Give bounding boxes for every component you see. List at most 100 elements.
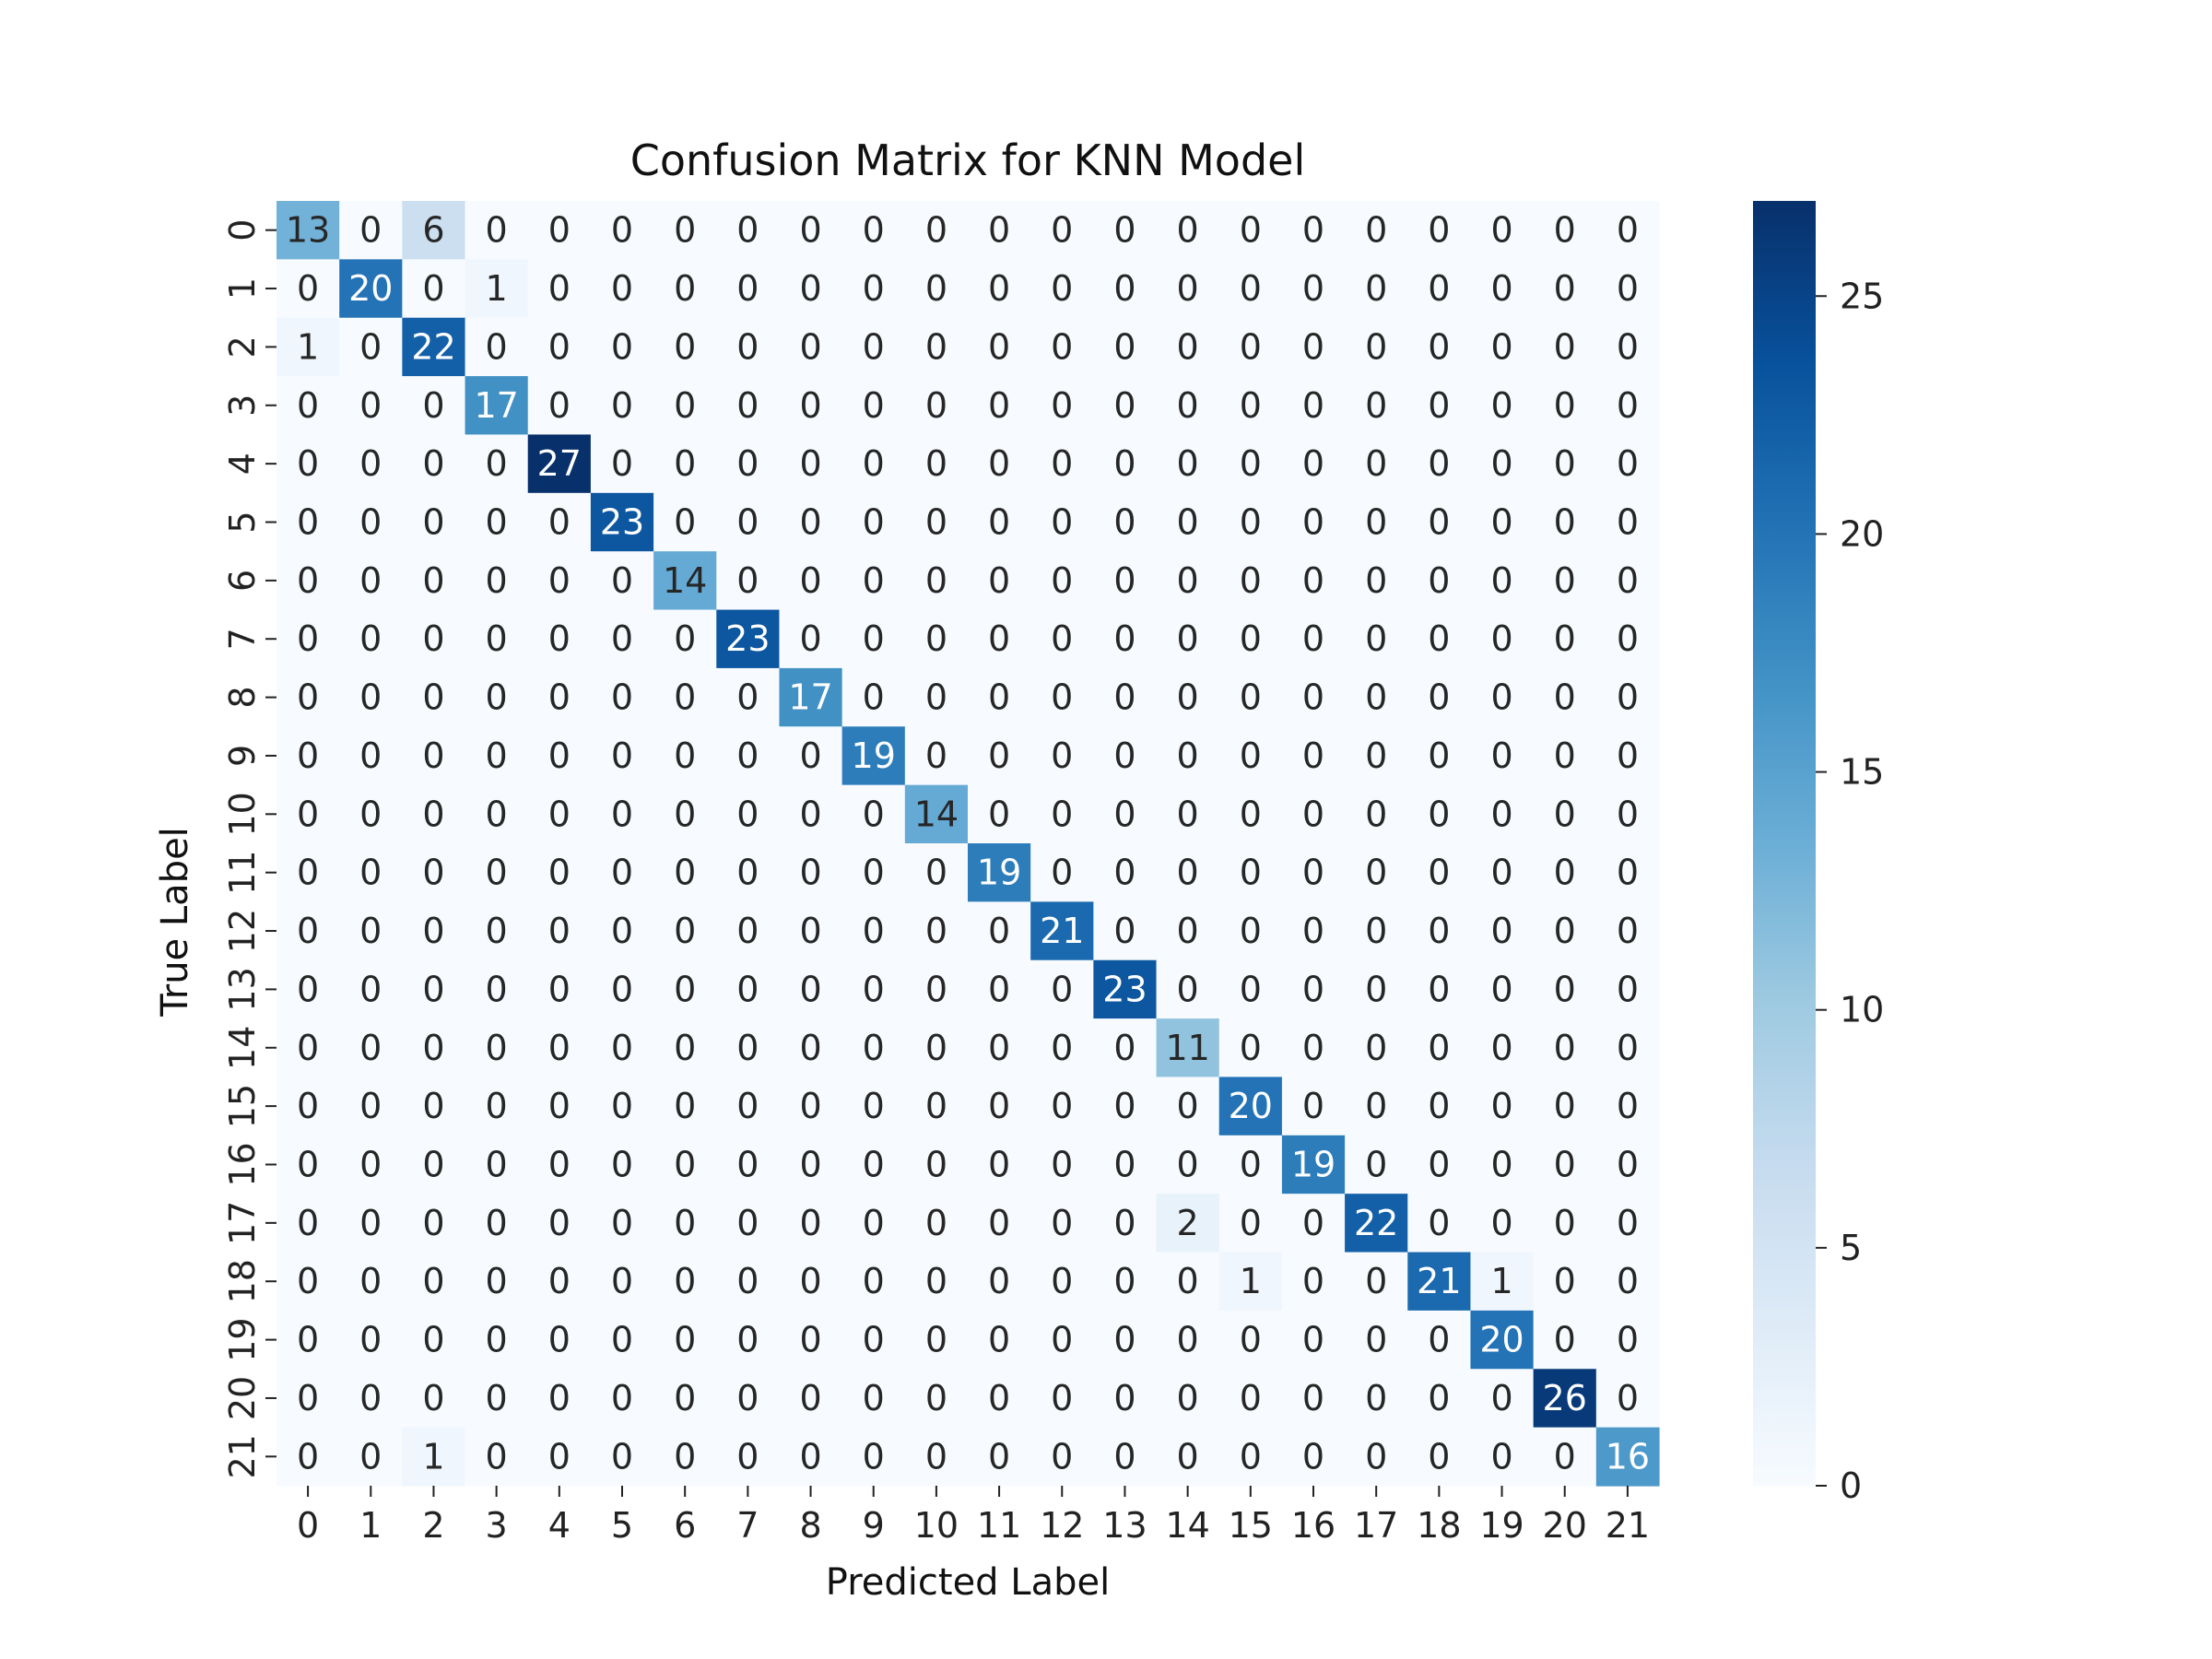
heatmap-cell [527, 201, 592, 260]
cell-value-label: 0 [422, 794, 444, 834]
cell-value-label: 0 [674, 1145, 696, 1185]
heatmap-cells [276, 201, 1660, 1487]
heatmap-cell [402, 667, 466, 727]
cell-value-label: 0 [486, 1378, 508, 1418]
y-tick-label: 1 [222, 277, 263, 300]
heatmap-cell [1218, 551, 1283, 611]
heatmap-cell [590, 1135, 654, 1194]
cell-value-label: 0 [1490, 385, 1512, 426]
heatmap-cell [1470, 492, 1535, 552]
cell-value-label: 0 [486, 735, 508, 776]
cell-value-label: 0 [1490, 911, 1512, 951]
cell-value-label: 0 [486, 210, 508, 251]
cell-value-label: 0 [1428, 618, 1450, 659]
heatmap-cell [1156, 259, 1220, 319]
cell-value-label: 0 [1617, 1145, 1639, 1185]
cell-value-label: 0 [422, 1261, 444, 1301]
heatmap-cell [1030, 376, 1094, 436]
cell-value-label: 0 [925, 268, 947, 309]
cell-value-label: 0 [1240, 502, 1262, 543]
cell-value-label: 0 [674, 1320, 696, 1360]
heatmap-cell [1156, 609, 1220, 669]
cell-value-label: 0 [736, 1028, 759, 1068]
cell-value-label: 0 [1428, 1145, 1450, 1185]
heatmap-cell [716, 1194, 781, 1253]
heatmap-cell [1156, 201, 1220, 260]
cell-value-label: 0 [1428, 969, 1450, 1009]
cell-value-label: 0 [674, 268, 696, 309]
cell-value-label: 0 [359, 1320, 382, 1360]
cell-value-label: 0 [925, 1086, 947, 1126]
heatmap-cell [1030, 959, 1094, 1019]
x-axis-title: Predicted Label [826, 1561, 1110, 1604]
cell-value-label: 0 [736, 443, 759, 484]
heatmap-cell [527, 1194, 592, 1253]
heatmap-cell [1595, 259, 1660, 319]
cell-value-label: 0 [1240, 1145, 1262, 1185]
cell-value-label: 0 [1302, 911, 1324, 951]
cell-value-label: 0 [1617, 1320, 1639, 1360]
heatmap-cell [1030, 609, 1094, 669]
cell-value-label: 0 [1177, 794, 1199, 834]
cell-value-label: 0 [736, 210, 759, 251]
heatmap-cell [653, 1194, 717, 1253]
cell-value-label: 0 [1302, 735, 1324, 776]
cell-value-label: 20 [1229, 1086, 1273, 1126]
x-tick-label: 4 [548, 1505, 571, 1546]
cell-value-label: 0 [548, 1436, 571, 1477]
heatmap-cell [1470, 1369, 1535, 1429]
heatmap-cell [276, 201, 340, 260]
cell-value-label: 0 [1554, 1086, 1576, 1126]
heatmap-cell [1345, 1194, 1408, 1253]
heatmap-cell [653, 667, 717, 727]
heatmap-cell [779, 434, 843, 494]
cell-value-label: 0 [988, 911, 1010, 951]
cell-value-label: 0 [1365, 326, 1387, 367]
cell-value-label: 0 [1490, 502, 1512, 543]
heatmap-cell [1345, 1252, 1408, 1312]
cell-value-label: 0 [988, 268, 1010, 309]
heatmap-cell [1470, 1135, 1535, 1194]
cell-value-label: 0 [1302, 502, 1324, 543]
cell-value-label: 0 [988, 385, 1010, 426]
y-axis-title: True Label [154, 827, 196, 1018]
heatmap-cell [527, 1369, 592, 1429]
x-tick-label: 7 [736, 1505, 759, 1546]
cell-value-label: 0 [1051, 1086, 1073, 1126]
heatmap-cell [1345, 1135, 1408, 1194]
cell-value-label: 0 [863, 210, 885, 251]
heatmap-cell [402, 1427, 466, 1487]
cell-value-label: 0 [297, 1028, 319, 1068]
cell-value-label: 0 [736, 268, 759, 309]
cell-value-label: 21 [1417, 1261, 1461, 1301]
heatmap-cell [527, 901, 592, 961]
y-tick-label: 13 [222, 967, 263, 1011]
cell-value-label: 0 [988, 1086, 1010, 1126]
heatmap-cell [1533, 1427, 1597, 1487]
cell-value-label: 0 [1113, 443, 1135, 484]
cell-value-label: 0 [674, 735, 696, 776]
heatmap-cell [1093, 609, 1158, 669]
cell-value-label: 0 [422, 853, 444, 893]
cell-value-label: 0 [1177, 326, 1199, 367]
cell-value-label: 0 [1051, 1261, 1073, 1301]
y-tick-label: 7 [222, 628, 263, 650]
cell-value-label: 0 [1365, 969, 1387, 1009]
heatmap-cell [527, 609, 592, 669]
cell-value-label: 0 [1302, 385, 1324, 426]
heatmap-cell [1093, 1310, 1158, 1370]
cell-value-label: 0 [1240, 794, 1262, 834]
y-tick-label: 3 [222, 394, 263, 417]
cell-value-label: 0 [1554, 443, 1576, 484]
cell-value-label: 0 [548, 1145, 571, 1185]
x-tick-label: 1 [359, 1505, 382, 1546]
cell-value-label: 0 [486, 560, 508, 601]
cell-value-label: 20 [1479, 1320, 1524, 1360]
cell-value-label: 0 [611, 618, 633, 659]
cell-value-label: 0 [422, 911, 444, 951]
cell-value-label: 0 [422, 502, 444, 543]
heatmap-cell [716, 1427, 781, 1487]
heatmap-cell [339, 1135, 403, 1194]
cell-value-label: 0 [486, 1203, 508, 1243]
heatmap-cell [716, 1252, 781, 1312]
